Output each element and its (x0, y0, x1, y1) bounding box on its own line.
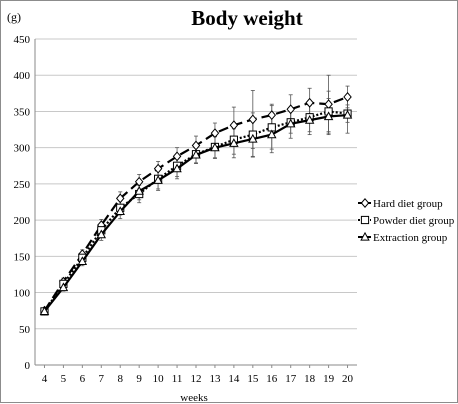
data-point (210, 142, 220, 152)
x-tick-label: 9 (136, 373, 142, 385)
legend-label: Hard diet group (373, 198, 443, 210)
data-point (267, 129, 277, 139)
legend-item: Powder diet group (358, 215, 455, 227)
data-point (191, 149, 201, 159)
x-tick-label: 8 (117, 373, 123, 385)
x-tick-label: 10 (153, 373, 165, 385)
y-tick-label: 200 (14, 215, 31, 227)
x-tick-label: 11 (172, 373, 183, 385)
data-point (323, 111, 334, 121)
data-point (343, 91, 352, 102)
x-tick-label: 18 (304, 373, 316, 385)
legend: Hard diet group Powder diet group Extracti… (358, 198, 455, 244)
x-tick-label: 20 (342, 373, 354, 385)
data-point (304, 114, 315, 124)
data-point (58, 282, 69, 292)
y-tick-label: 400 (14, 70, 31, 82)
data-point (285, 118, 296, 128)
data-point (286, 104, 295, 115)
data-point (210, 128, 220, 139)
series-line (43, 95, 348, 312)
data-point (172, 151, 182, 162)
data-point (248, 133, 258, 143)
data-point (229, 138, 239, 147)
legend-marker (360, 198, 370, 208)
x-tick-label: 4 (42, 373, 48, 385)
axes (34, 39, 357, 368)
legend-label: Extraction group (373, 232, 448, 244)
data-point (115, 193, 125, 204)
series-2-error-bars (42, 90, 350, 314)
x-tick-label: 13 (209, 373, 221, 385)
series-layer (39, 74, 353, 316)
data-point (39, 306, 50, 315)
data-point (134, 176, 144, 187)
x-tick-labels: 4 5 6 7 8 9 10 11 12 13 14 15 16 17 18 19 20 (42, 373, 354, 385)
data-point (191, 140, 201, 151)
chart-title: Body weight (191, 6, 302, 30)
data-point (248, 114, 258, 125)
x-axis-label: weeks (180, 392, 208, 404)
x-tick-label: 7 (99, 373, 105, 385)
y-axis-label: (g) (7, 10, 21, 24)
legend-label: Powder diet group (373, 215, 455, 227)
legend-item: Extraction group (358, 231, 448, 244)
data-point (115, 206, 125, 216)
data-point (229, 120, 239, 131)
data-point (96, 229, 107, 239)
series-1-error-bars (42, 74, 350, 314)
x-tick-label: 14 (228, 373, 240, 385)
series-1 (40, 91, 352, 316)
gridlines (35, 38, 357, 330)
x-tick-label: 5 (61, 373, 67, 385)
data-point (153, 175, 163, 184)
data-point (342, 109, 353, 119)
x-tick-label: 15 (247, 373, 259, 385)
series-3-error-bars (42, 96, 350, 314)
legend-item: Hard diet group (358, 198, 443, 210)
y-tick-label: 150 (14, 251, 31, 263)
x-tick-label: 6 (80, 373, 86, 385)
y-tick-label: 50 (19, 324, 31, 336)
y-tick-label: 450 (14, 34, 31, 46)
x-tick-label: 17 (285, 373, 297, 385)
y-tick-label: 350 (14, 106, 31, 118)
x-tick-label: 16 (266, 373, 278, 385)
data-point (305, 97, 314, 108)
data-point (172, 163, 182, 173)
data-point (153, 163, 163, 174)
y-tick-label: 300 (14, 143, 31, 155)
data-point (77, 256, 88, 266)
x-tick-label: 12 (191, 373, 202, 385)
series-3 (39, 109, 353, 315)
data-point (134, 185, 144, 195)
legend-marker (360, 231, 370, 241)
y-tick-label: 0 (25, 360, 31, 372)
y-tick-labels: 0 50 100 150 200 250 300 350 400 450 (14, 34, 31, 372)
y-tick-label: 100 (14, 288, 31, 300)
legend-marker (360, 215, 370, 225)
y-tick-label: 250 (14, 179, 31, 191)
data-point (267, 110, 277, 121)
x-tick-label: 19 (323, 373, 335, 385)
data-point (324, 99, 333, 110)
